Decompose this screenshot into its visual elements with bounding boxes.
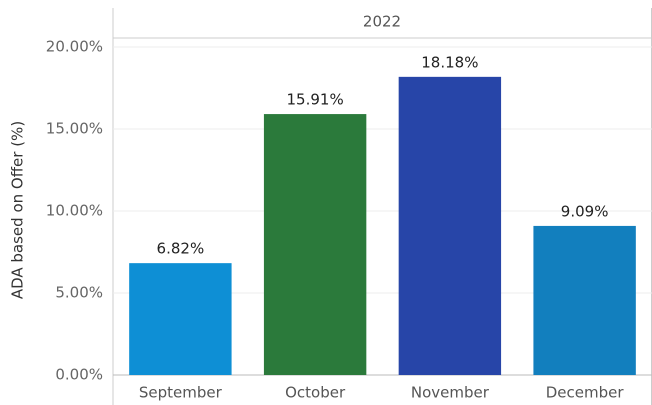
bar [263, 114, 367, 376]
bar [533, 225, 636, 375]
data-label: 6.82% [157, 240, 205, 258]
y-tick-label: 20.00% [46, 38, 103, 56]
y-tick-label: 10.00% [46, 202, 103, 220]
column-header: 2022 [363, 13, 401, 31]
y-tick-label: 15.00% [46, 120, 103, 138]
y-tick-label: 0.00% [55, 366, 103, 384]
x-tick-label: October [285, 384, 346, 402]
x-tick-label: December [546, 384, 625, 402]
x-tick-label: September [139, 384, 223, 402]
bar [398, 76, 502, 376]
y-tick-label: 5.00% [55, 284, 103, 302]
y-axis-title: ADA based on Offer (%) [9, 121, 27, 299]
bar [129, 263, 232, 375]
data-label: 15.91% [287, 91, 344, 109]
x-tick-label: November [411, 384, 490, 402]
data-label: 18.18% [421, 53, 478, 71]
data-label: 9.09% [561, 202, 609, 220]
